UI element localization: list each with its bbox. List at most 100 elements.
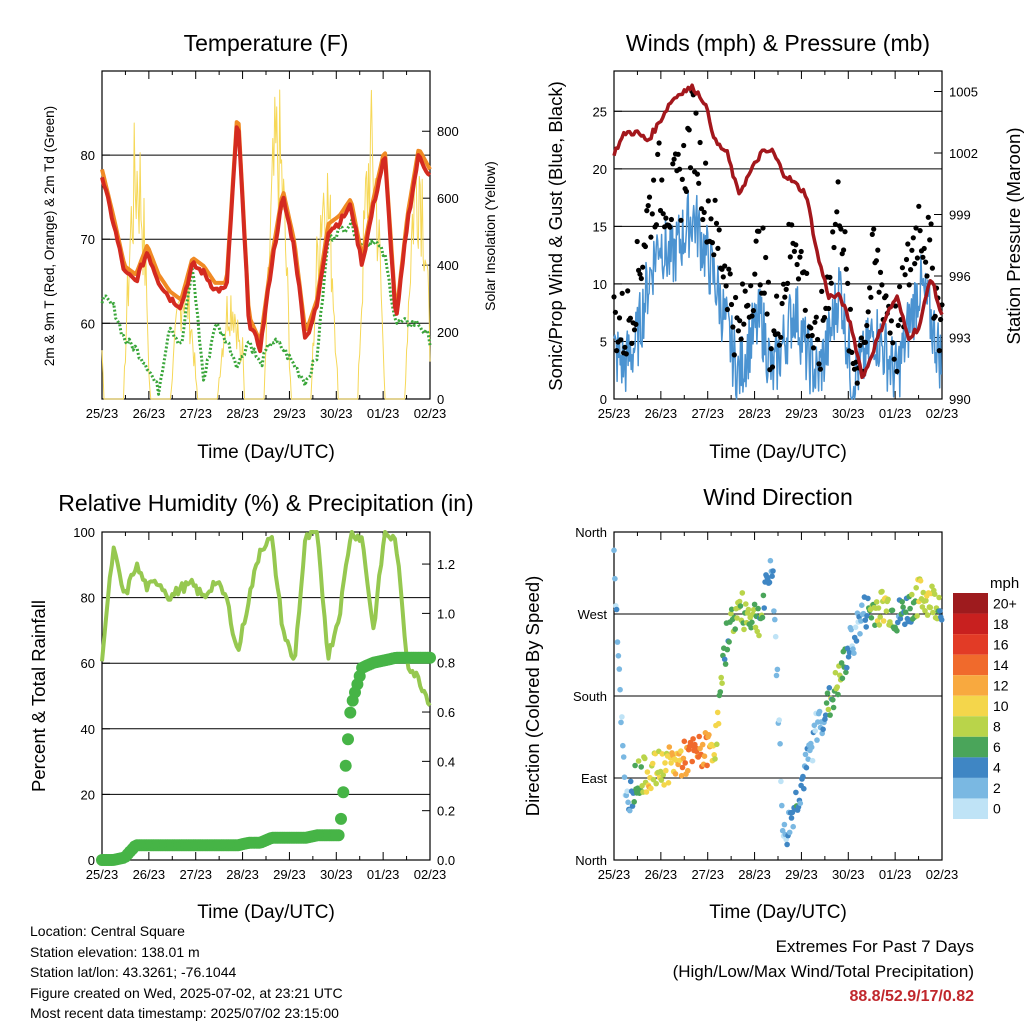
direction-point <box>811 722 818 729</box>
direction-point <box>750 606 757 613</box>
x-tick-label: 30/23 <box>832 406 865 421</box>
direction-point <box>797 800 804 807</box>
gust-point <box>895 322 901 328</box>
colorbar-title: mph <box>990 575 1019 592</box>
direction-point <box>779 802 785 809</box>
gust-point <box>936 348 942 354</box>
gust-point <box>769 364 776 370</box>
direction-point <box>658 777 665 783</box>
y-right-tick-label: 996 <box>949 269 971 284</box>
direction-point <box>902 609 909 615</box>
humidity-title: Relative Humidity (%) & Precipitation (i… <box>58 490 473 516</box>
gust-point <box>841 247 847 253</box>
y-right-tick-label: 0.6 <box>437 705 455 720</box>
y-tick-label: 10 <box>593 277 607 292</box>
y-tick-label: 80 <box>81 148 95 163</box>
gust-point <box>827 274 833 280</box>
direction-point <box>865 595 871 602</box>
x-tick-label: 26/23 <box>133 867 166 882</box>
direction-point <box>632 762 638 769</box>
y-tick-label: 40 <box>81 722 95 737</box>
direction-xlabel: Time (Day/UTC) <box>709 902 847 923</box>
station-latlon: Station lat/lon: 43.3261; -76.1044 <box>30 964 237 980</box>
direction-point <box>894 628 900 634</box>
direction-point <box>614 639 621 645</box>
gust-point <box>619 290 625 296</box>
colorbar-swatch <box>953 798 988 819</box>
gust-point <box>875 247 881 253</box>
x-tick-label: 27/23 <box>179 867 212 882</box>
x-tick-label: 29/23 <box>785 406 818 421</box>
gust-point <box>723 283 729 289</box>
gust-point <box>677 166 683 172</box>
direction-point <box>914 613 920 619</box>
gust-point <box>668 216 675 223</box>
y-right-tick-label: 1005 <box>949 85 978 100</box>
direction-point <box>714 741 720 748</box>
direction-point <box>635 758 642 764</box>
gust-point <box>891 356 897 362</box>
direction-point <box>814 737 820 743</box>
gust-point <box>631 327 638 333</box>
gust-point <box>611 294 617 300</box>
direction-point <box>679 764 686 771</box>
y-tick-label: 20 <box>593 162 607 177</box>
precip-point <box>342 733 354 746</box>
direction-point <box>660 772 666 778</box>
gust-point <box>742 288 748 294</box>
y-right-tick-label: 0.0 <box>437 853 455 868</box>
humidity-plot-area: 25/23 26/23 27/23 28/23 29/23 30/23 01/23 02/23… <box>73 525 455 882</box>
gust-point <box>869 231 875 237</box>
gust-point <box>761 290 767 296</box>
x-tick-label: 01/23 <box>367 867 400 882</box>
direction-point <box>823 700 830 706</box>
y-tick-label: 15 <box>593 219 607 234</box>
direction-point <box>929 583 935 590</box>
gust-point <box>816 361 822 367</box>
y-tick-label: North <box>575 853 607 868</box>
direction-point <box>778 778 784 785</box>
gust-point <box>843 266 849 272</box>
y-right-tick-label: 600 <box>437 191 459 206</box>
y-tick-label: North <box>575 525 607 540</box>
direction-point <box>885 596 891 603</box>
gust-point <box>932 313 938 319</box>
x-tick-label: 25/23 <box>86 406 119 421</box>
gust-point <box>694 171 701 177</box>
gust-point <box>653 222 660 228</box>
gust-point <box>765 279 772 285</box>
direction-point <box>812 728 818 734</box>
direction-point <box>668 760 674 766</box>
direction-point <box>717 689 724 695</box>
gust-point <box>678 217 684 223</box>
gust-point <box>715 245 721 251</box>
gust-point <box>667 224 673 230</box>
gust-point <box>764 311 770 317</box>
direction-point <box>889 607 896 614</box>
gust-point <box>646 194 653 200</box>
colorbar-label: 2 <box>993 780 1001 796</box>
direction-point <box>834 684 840 690</box>
t2m-line <box>100 125 432 354</box>
direction-point <box>766 579 773 586</box>
gust-point <box>686 127 692 133</box>
colorbar-label: 16 <box>993 636 1009 652</box>
direction-point <box>877 614 883 620</box>
colorbar-swatch <box>953 654 988 676</box>
gust-point <box>883 293 889 299</box>
direction-point <box>872 622 878 628</box>
direction-point <box>627 807 633 814</box>
direction-point <box>611 547 617 554</box>
gust-point <box>640 264 646 270</box>
direction-point <box>644 769 651 775</box>
direction-point <box>809 757 816 764</box>
direction-point <box>857 631 863 637</box>
direction-point <box>748 624 754 631</box>
direction-point <box>917 578 924 584</box>
gust-point <box>697 139 703 146</box>
y-tick-label: West <box>578 607 608 622</box>
direction-point <box>879 588 885 595</box>
direction-point <box>862 617 869 623</box>
pressure-line <box>612 83 944 380</box>
direction-point <box>699 741 706 748</box>
